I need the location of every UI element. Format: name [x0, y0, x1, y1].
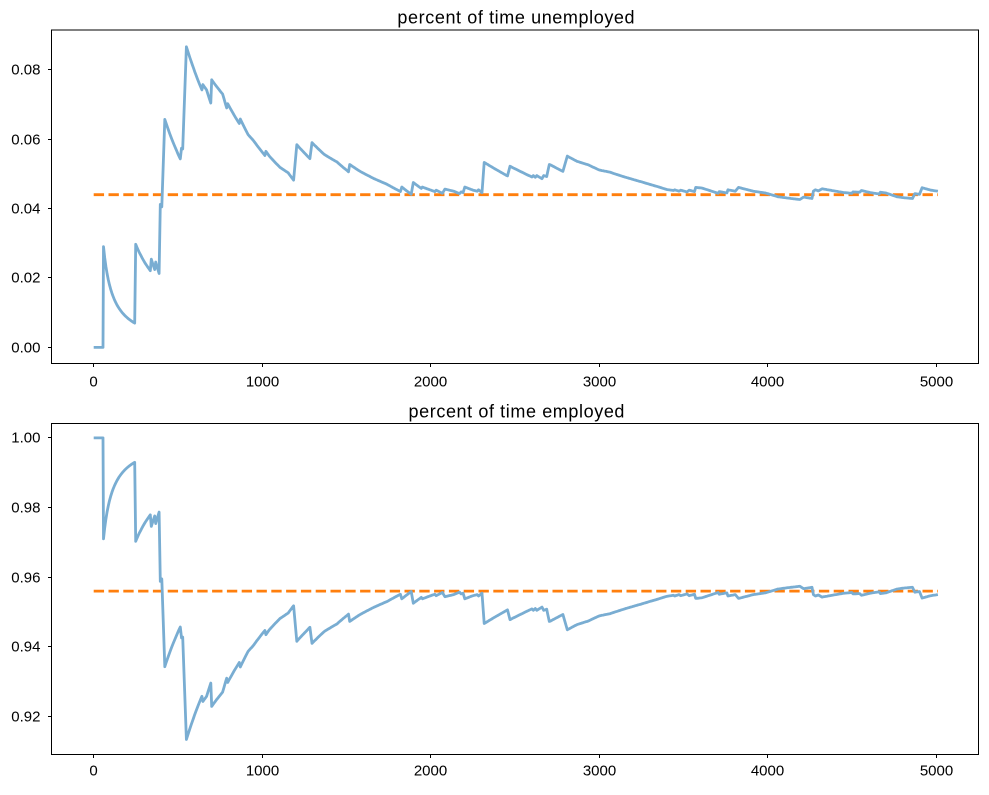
svg-text:2000: 2000 — [414, 762, 447, 779]
svg-text:0.00: 0.00 — [11, 339, 40, 356]
svg-text:0: 0 — [89, 762, 97, 779]
svg-text:0.94: 0.94 — [11, 638, 40, 655]
svg-text:0.98: 0.98 — [11, 499, 40, 516]
svg-text:0.96: 0.96 — [11, 569, 40, 586]
svg-text:0.02: 0.02 — [11, 269, 40, 286]
svg-text:0.08: 0.08 — [11, 61, 40, 78]
svg-text:1000: 1000 — [246, 762, 279, 779]
svg-text:percent of time unemployed: percent of time unemployed — [397, 7, 635, 27]
svg-text:0.04: 0.04 — [11, 200, 40, 217]
svg-text:1000: 1000 — [246, 373, 279, 390]
svg-text:0.92: 0.92 — [11, 708, 40, 725]
svg-text:4000: 4000 — [751, 373, 784, 390]
svg-text:3000: 3000 — [583, 762, 616, 779]
svg-text:3000: 3000 — [583, 373, 616, 390]
svg-text:2000: 2000 — [414, 373, 447, 390]
svg-text:4000: 4000 — [751, 762, 784, 779]
svg-text:5000: 5000 — [920, 373, 953, 390]
svg-text:0: 0 — [89, 373, 97, 390]
svg-text:percent of time employed: percent of time employed — [409, 402, 626, 422]
svg-text:0.06: 0.06 — [11, 131, 40, 148]
svg-text:5000: 5000 — [920, 762, 953, 779]
svg-text:1.00: 1.00 — [11, 429, 40, 446]
